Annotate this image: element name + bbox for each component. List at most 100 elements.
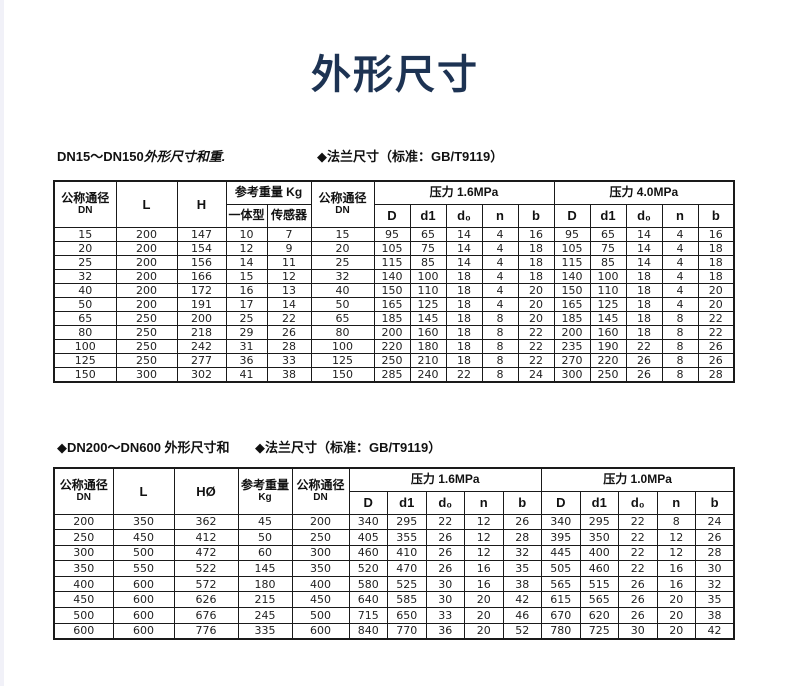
table-cell: 8 [481,338,519,354]
table-cell: 180 [237,575,293,593]
table-cell: 32 [310,268,375,284]
table-cell: 20 [656,622,697,640]
table-cell: 52 [502,622,543,640]
table-cell: 676 [173,607,239,624]
table-cell: 22 [266,310,312,326]
table-cell: 200 [373,324,411,340]
table-cell: 31 [225,338,268,354]
section1-heading-left: DN15～DN150外形尺寸和重. [57,146,225,165]
table-cell: 620 [579,607,620,624]
table-cell: 14 [625,226,663,242]
section2-heading-left: ◆DN200～DN600 外形尺寸和 [57,440,230,455]
table-cell: 17 [225,296,268,312]
table-cell: 300 [115,366,178,382]
table-cell: 200 [115,240,178,256]
table-cell: 4 [481,254,519,270]
table-cell: 85 [409,254,447,270]
table-cell: 450 [53,591,114,609]
table-cell: 125 [310,352,375,368]
table-cell: 26 [695,529,735,546]
table-cell: 20 [464,591,504,609]
table-cell: 250 [115,310,178,326]
table-cell: 18 [445,268,483,284]
table-cell: 24 [517,366,555,382]
page-left-margin [0,0,4,686]
table-cell: 150 [553,282,591,298]
table-cell: 8 [661,324,699,340]
table-cell: 22 [697,310,735,326]
table-cell: 30 [695,560,735,577]
table-cell: 8 [481,366,519,382]
table-cell: 12 [464,513,504,531]
table-cell: 22 [517,352,555,368]
table-cell: 154 [176,240,227,256]
table-cell: 20 [656,591,697,609]
table-cell: 670 [541,607,581,624]
table-cell: 16 [464,575,504,593]
table2-pressure-10mpa: 压力 1.0MPa [541,467,735,492]
table-cell: 165 [373,296,411,312]
table-cell: 26 [502,513,543,531]
dn15-dn150-dimensions-table: 公称通径 DN L H 参考重量 Kg 公称通径 DN 压力 1.6MPa 压力 4… [53,180,736,383]
table-cell: 300 [53,544,114,562]
table-cell: 22 [425,513,465,531]
table-cell: 4 [661,226,699,242]
table-cell: 26 [625,352,663,368]
table-cell: 585 [387,591,427,609]
table-cell: 35 [695,591,735,609]
table2-p1-col-d0: d₀ [425,490,465,515]
table-cell: 355 [387,529,427,546]
table-cell: 30 [425,591,465,609]
table-cell: 50 [237,529,293,546]
table-cell: 190 [589,338,627,354]
table1-p2-col-D: D [553,203,591,228]
table-row: 20 200 154 12 9 20 105 75 14 4 18 105 75 14 4 18 [53,240,735,256]
table-cell: 38 [695,607,735,624]
table-cell: 18 [445,310,483,326]
table-cell: 18 [517,240,555,256]
table-cell: 4 [481,296,519,312]
table-cell: 8 [661,338,699,354]
table-row: 500 600 676 245 500 715 650 33 20 46 670 620 26 20 38 [53,607,735,624]
table-cell: 22 [618,513,658,531]
table-cell: 500 [53,607,114,624]
table-cell: 215 [237,591,293,609]
table-cell: 25 [225,310,268,326]
table-cell: 40 [310,282,375,298]
table-cell: 75 [409,240,447,256]
table1-col-l: L [115,180,178,228]
table-cell: 626 [173,591,239,609]
table-cell: 180 [409,338,447,354]
table-cell: 472 [173,544,239,562]
table-cell: 50 [310,296,375,312]
table-cell: 100 [409,268,447,284]
table1-p2-col-b: b [697,203,735,228]
table-cell: 20 [697,282,735,298]
table-row: 350 550 522 145 350 520 470 26 16 35 505 460 22 16 30 [53,560,735,577]
table-cell: 26 [618,575,658,593]
table2-p1-col-n: n [464,490,504,515]
section2-heading: ◆DN200～DN600 外形尺寸和 ◆法兰尺寸（标准：GB/T9119） [0,437,790,455]
table-cell: 65 [310,310,375,326]
table-cell: 350 [579,529,620,546]
table-cell: 285 [373,366,411,382]
table1-pressure-16mpa: 压力 1.6MPa [373,180,555,205]
table-cell: 140 [553,268,591,284]
table-cell: 4 [661,240,699,256]
table-cell: 200 [176,310,227,326]
table-cell: 200 [115,254,178,270]
table-cell: 200 [115,282,178,298]
table-cell: 11 [266,254,312,270]
table-cell: 600 [112,622,175,640]
table-cell: 295 [579,513,620,531]
table-cell: 18 [625,324,663,340]
table-cell: 350 [112,513,175,531]
table-cell: 150 [310,366,375,382]
table2-p2-col-n: n [656,490,697,515]
table-cell: 145 [237,560,293,577]
table-cell: 250 [291,529,350,546]
table-cell: 14 [445,226,483,242]
table-row: 250 450 412 50 250 405 355 26 12 28 395 350 22 12 26 [53,529,735,546]
table-cell: 12 [464,544,504,562]
table1-header: 公称通径 DN L H 参考重量 Kg 公称通径 DN 压力 1.6MPa 压力 4… [53,180,735,228]
